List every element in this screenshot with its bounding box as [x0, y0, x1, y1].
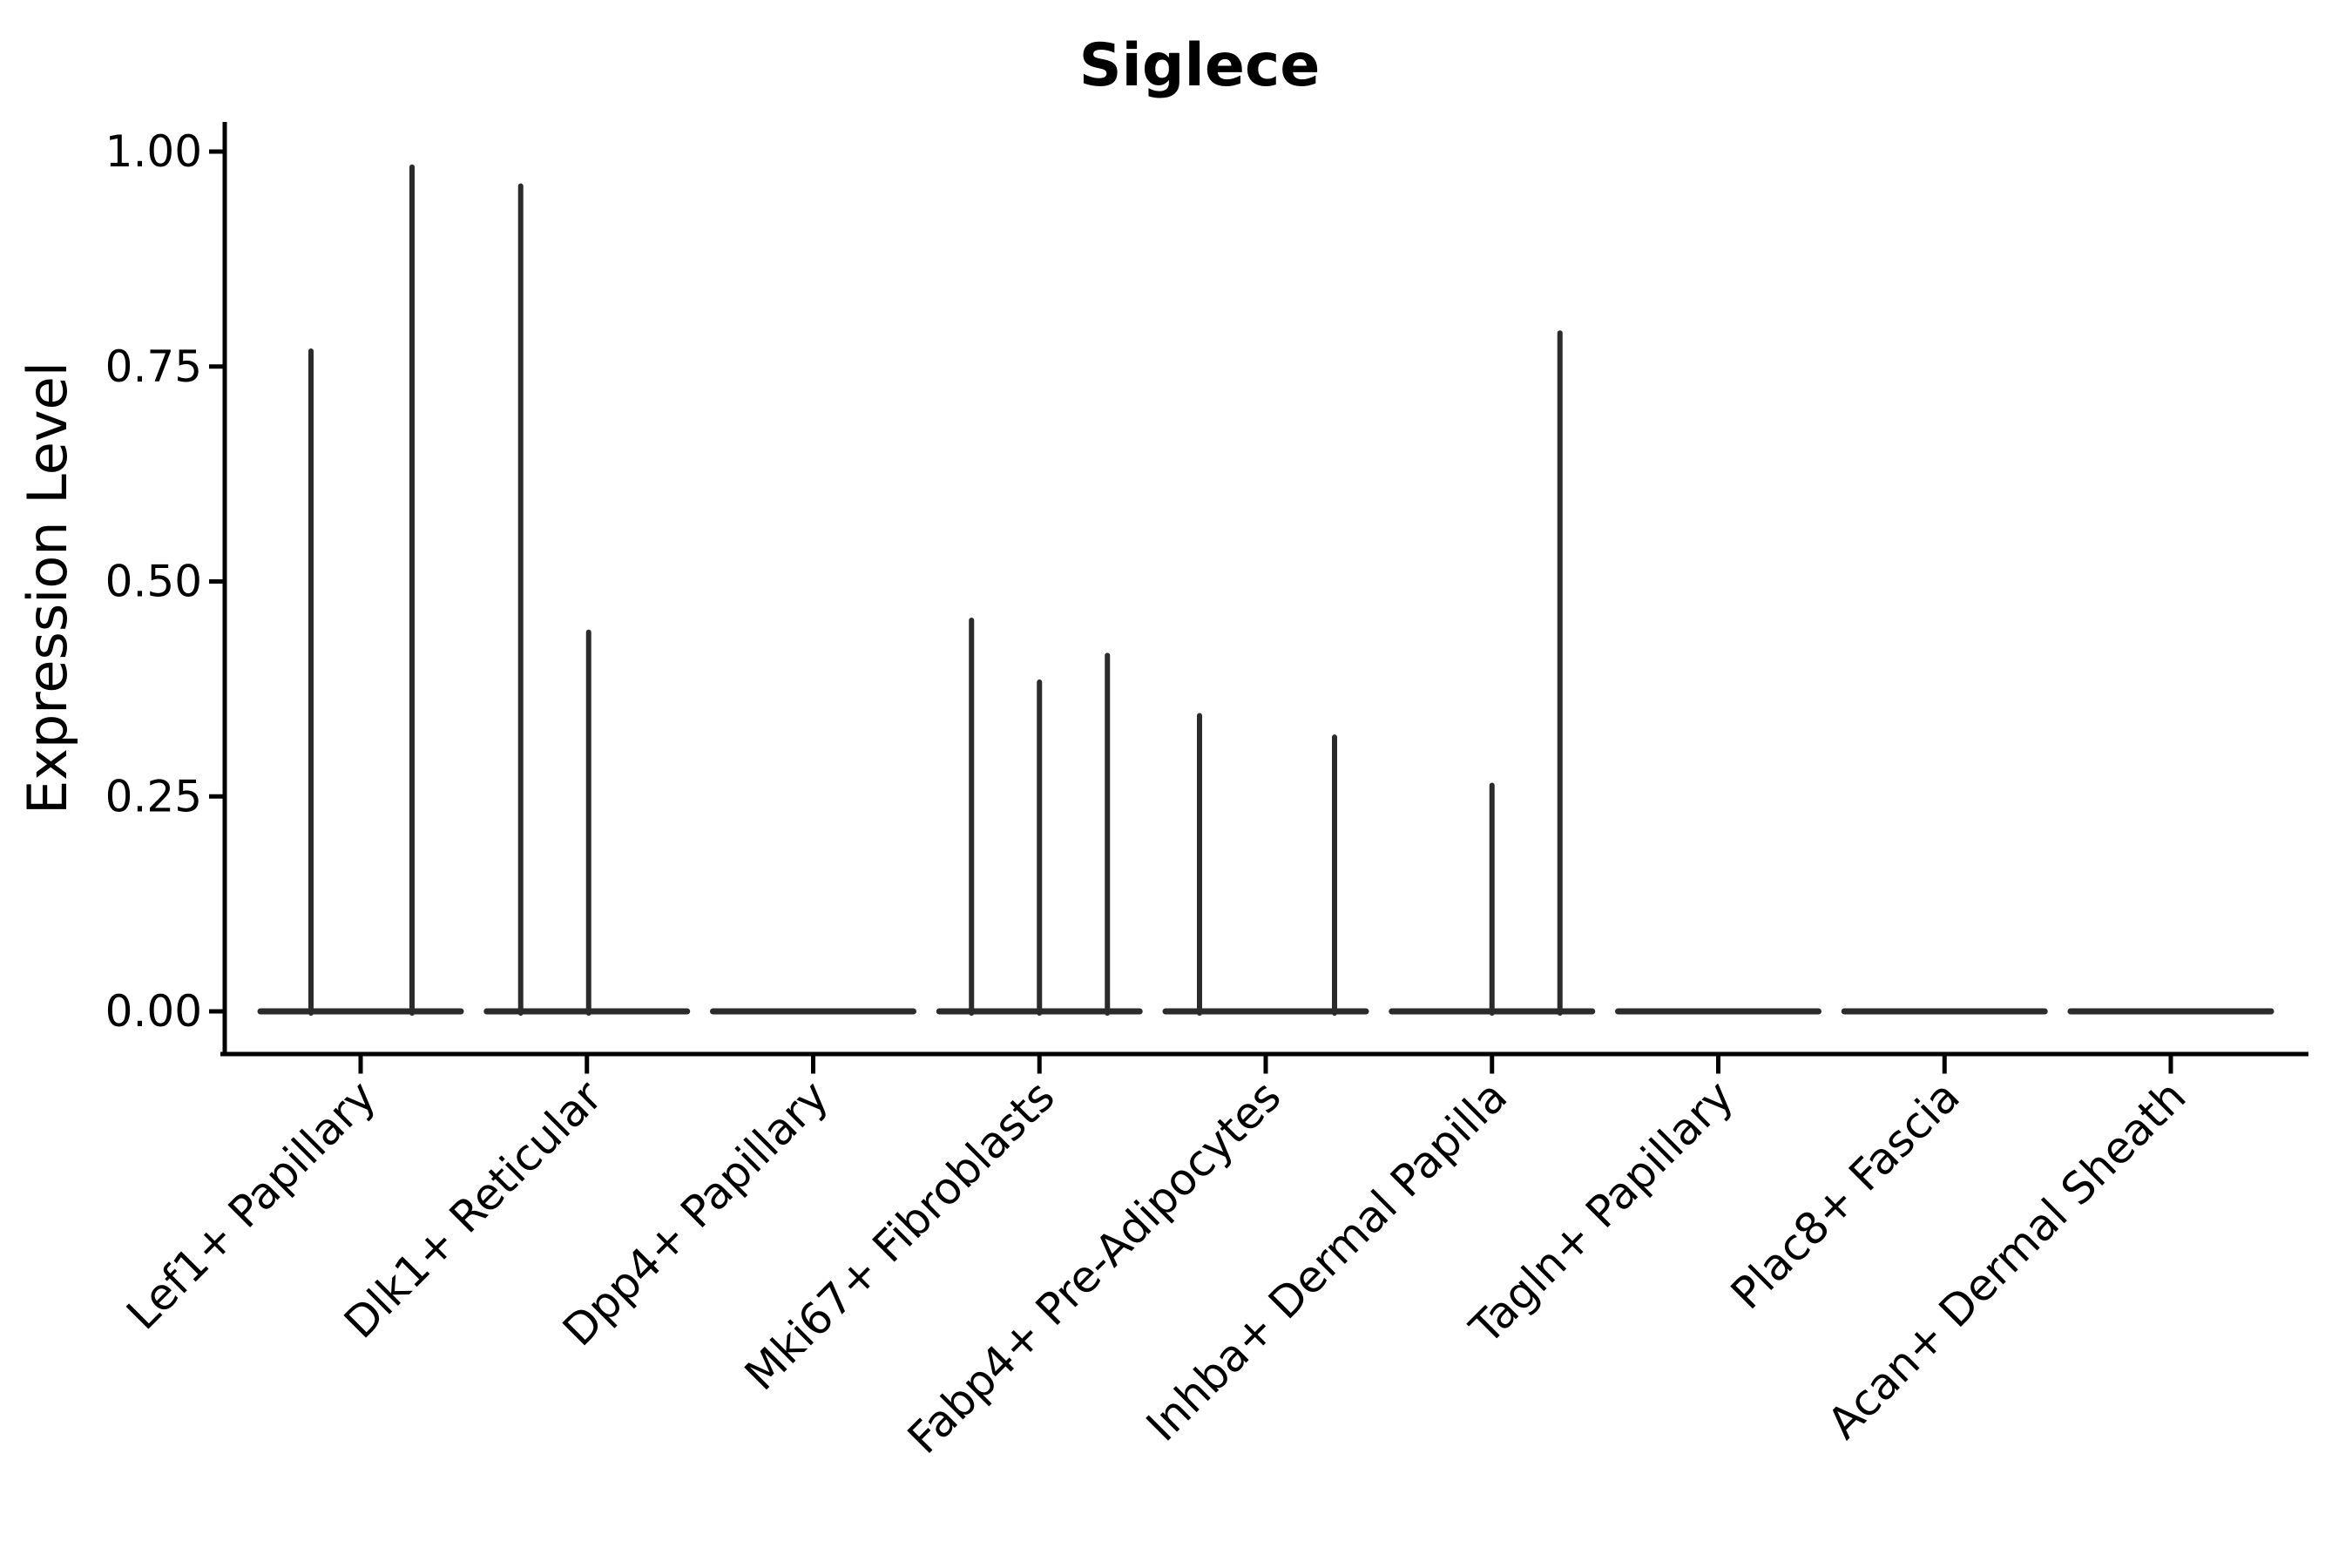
x-tick-label: Plac8+ Fascia [1721, 1071, 1970, 1319]
y-tick-label: 0.00 [105, 986, 202, 1037]
chart-title: Siglece [1079, 31, 1321, 100]
x-tick-label: Acan+ Dermal Sheath [1818, 1071, 2196, 1449]
y-tick-label: 0.25 [105, 771, 202, 821]
y-tick-label: 0.50 [105, 557, 202, 607]
axes-group [220, 122, 2308, 1057]
x-tick-label: Fabp4+ Pre-Adipocytes [898, 1071, 1291, 1463]
x-tick-label: Lef1+ Papillary [117, 1071, 385, 1339]
y-ticks-group: 0.00 0.25 0.50 0.75 1.00 [105, 126, 225, 1037]
violins-group [257, 164, 2274, 1016]
x-tick-label: Inhba+ Dermal Papilla [1137, 1071, 1517, 1450]
y-tick-label: 1.00 [105, 126, 202, 177]
y-tick-label: 0.75 [105, 341, 202, 392]
y-axis-label: Expression Level [16, 362, 79, 814]
